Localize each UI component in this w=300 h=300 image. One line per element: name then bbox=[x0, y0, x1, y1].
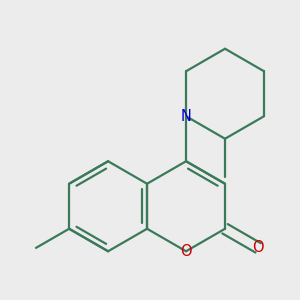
Text: O: O bbox=[180, 244, 192, 259]
Text: N: N bbox=[181, 109, 191, 124]
Text: O: O bbox=[252, 240, 264, 255]
